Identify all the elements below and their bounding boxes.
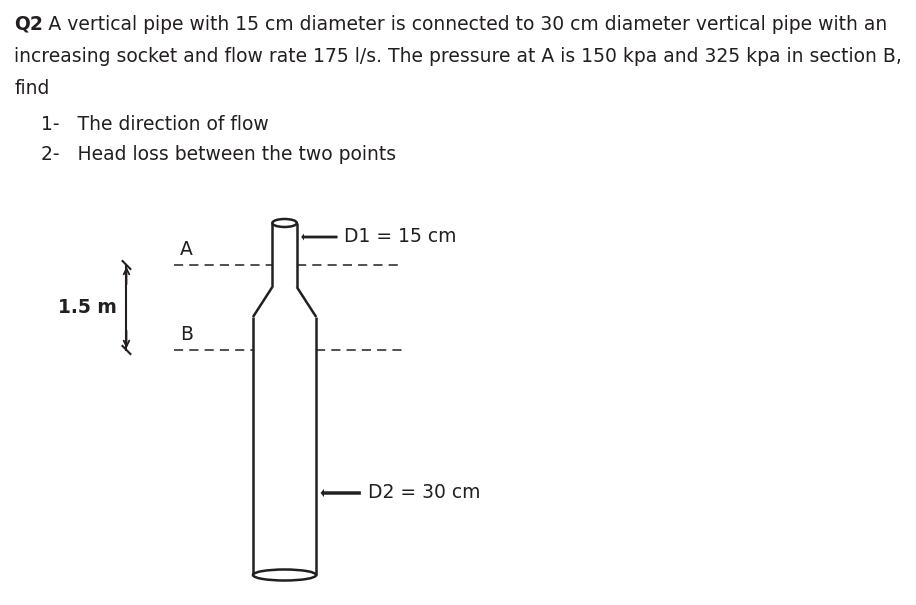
Text: 1.5 m: 1.5 m [58,298,117,317]
Text: 1-   The direction of flow: 1- The direction of flow [41,115,269,134]
Text: A: A [180,240,193,259]
Text: D1 = 15 cm: D1 = 15 cm [344,227,457,246]
Text: find: find [15,79,49,98]
Ellipse shape [272,219,297,227]
Text: B: B [180,325,193,344]
Text: : A vertical pipe with 15 cm diameter is connected to 30 cm diameter vertical pi: : A vertical pipe with 15 cm diameter is… [37,15,888,34]
Ellipse shape [253,569,316,581]
Text: Q2: Q2 [15,15,43,34]
Text: increasing socket and flow rate 175 l/s. The pressure at A is 150 kpa and 325 kp: increasing socket and flow rate 175 l/s.… [15,47,902,66]
Text: 2-   Head loss between the two points: 2- Head loss between the two points [41,145,397,164]
Text: D2 = 30 cm: D2 = 30 cm [367,483,480,503]
